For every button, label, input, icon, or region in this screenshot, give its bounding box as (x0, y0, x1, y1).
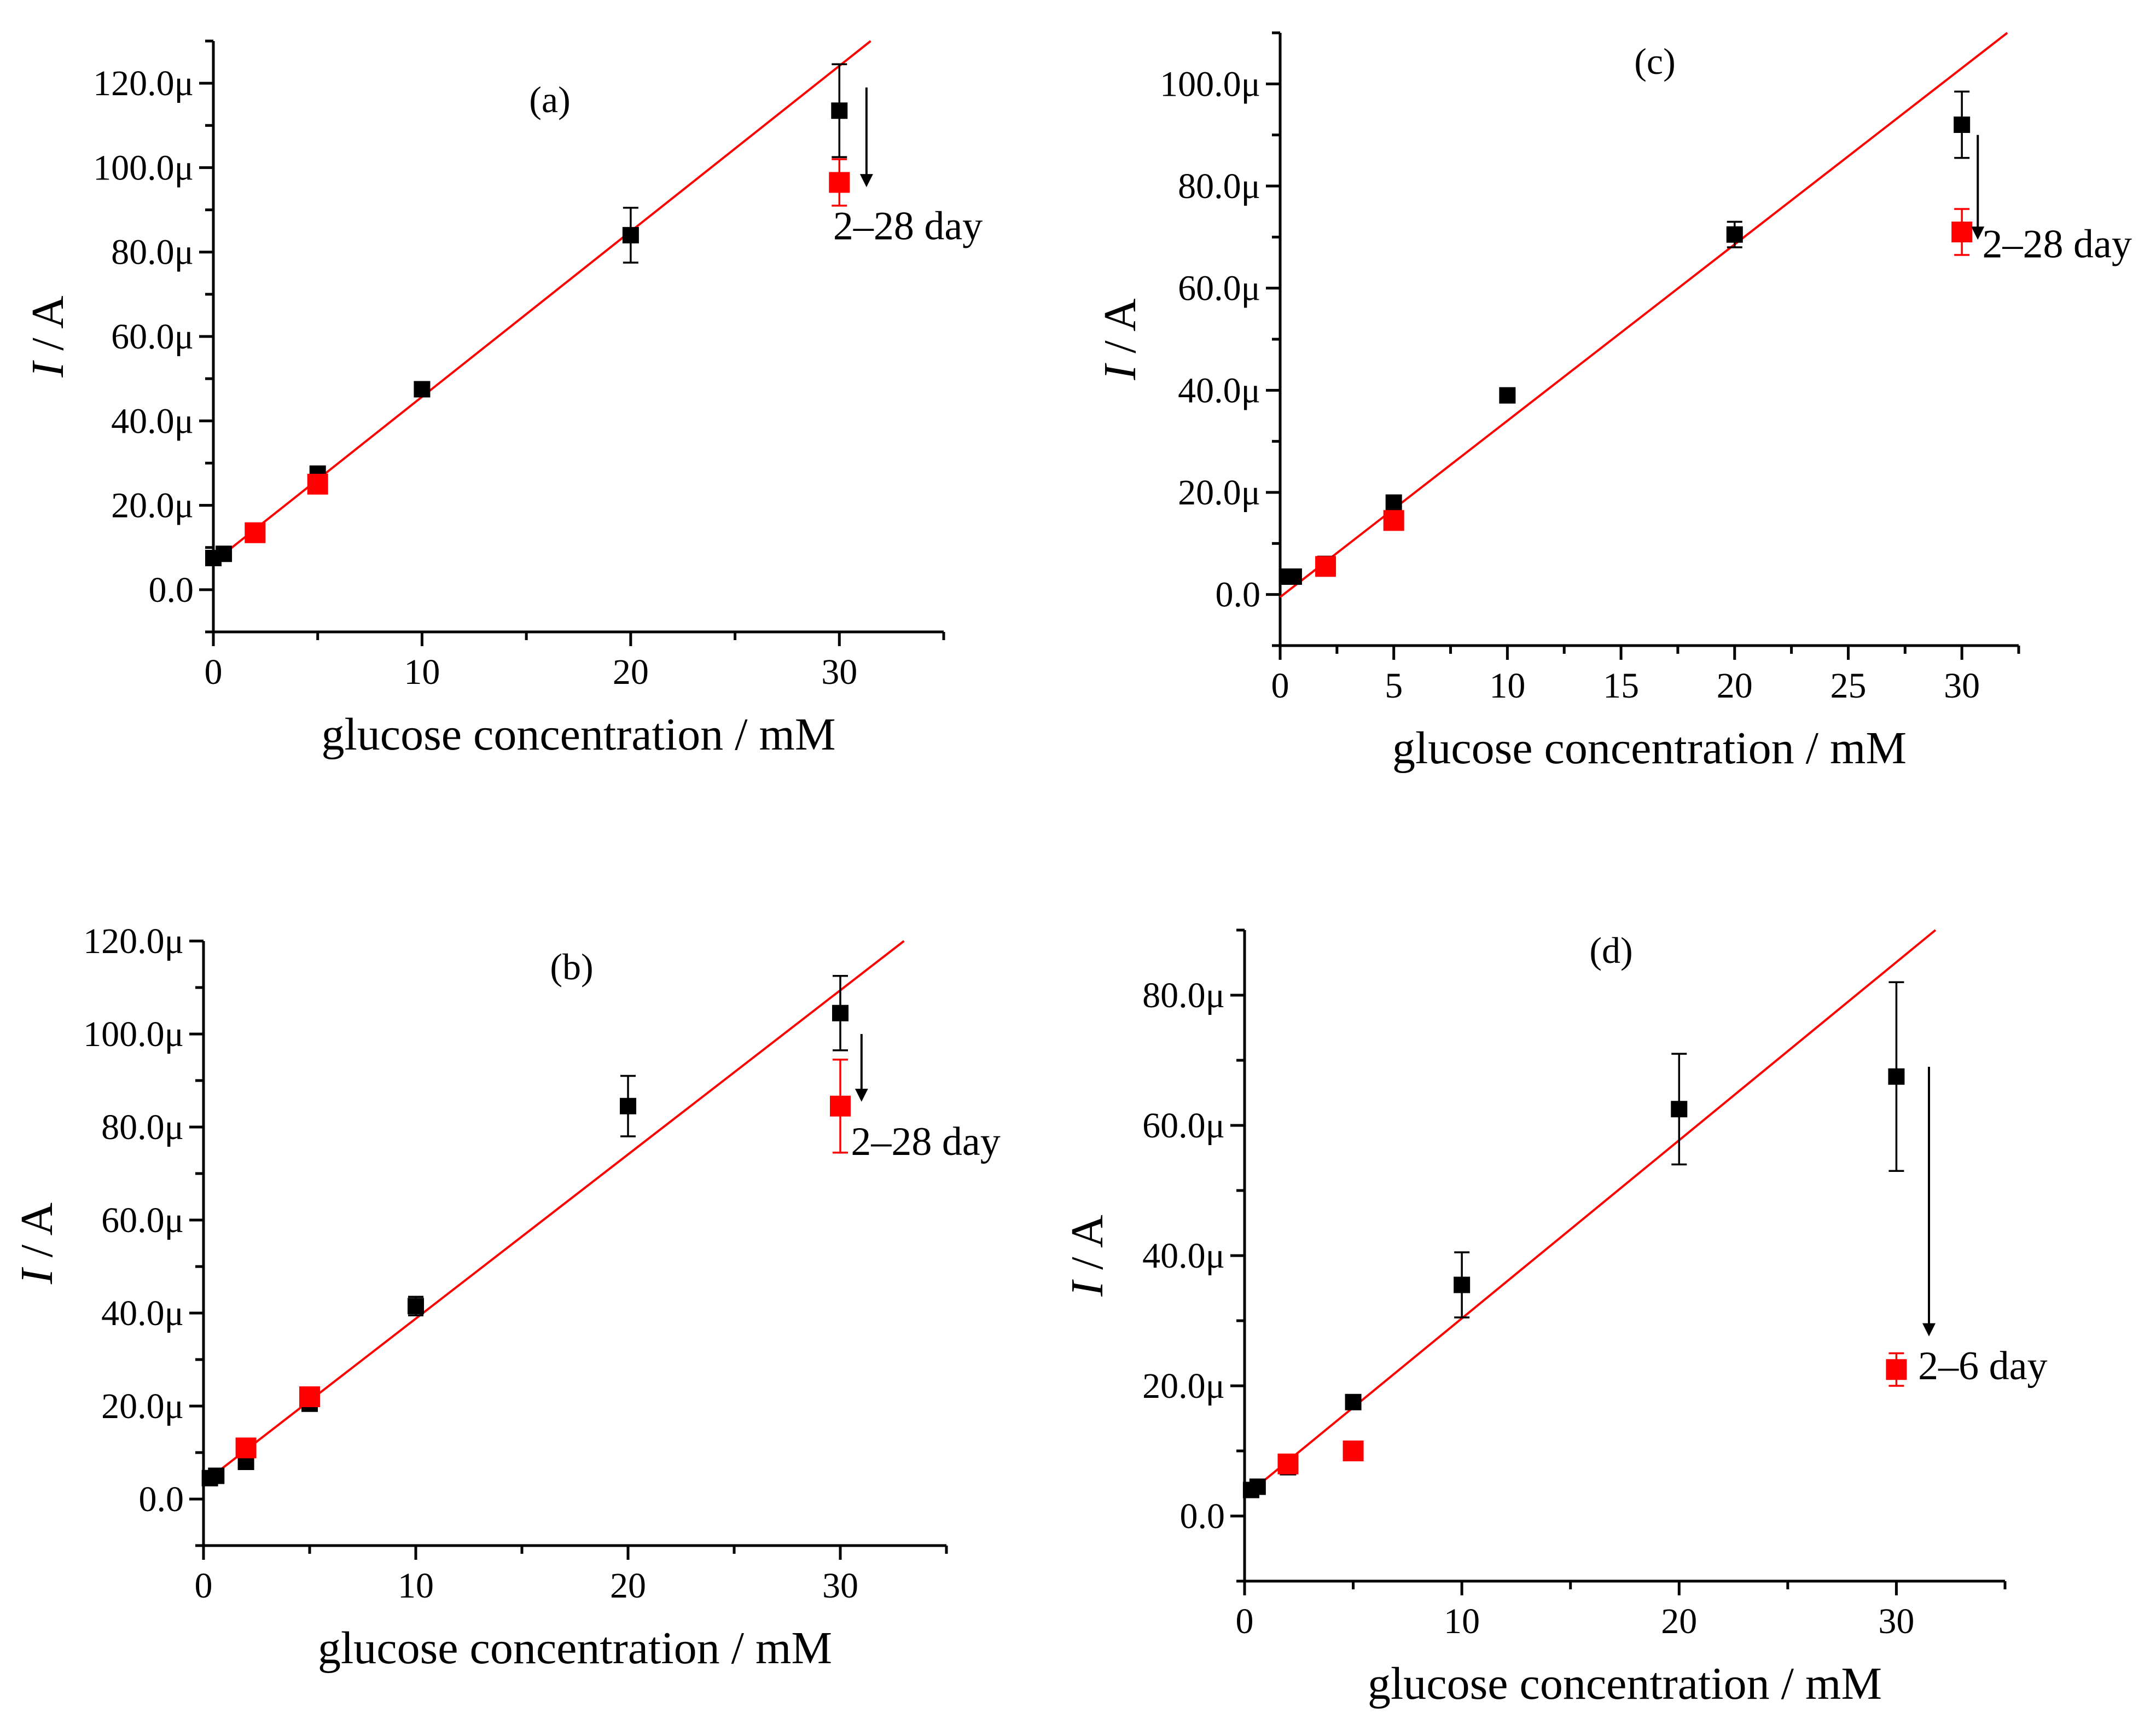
y-tick-label: 120.0μ (93, 63, 194, 103)
y-tick-label: 80.0μ (111, 233, 194, 272)
data-point-red (1315, 556, 1336, 577)
linear-fit-line (1243, 929, 1937, 1497)
data-point-black (1385, 494, 1402, 511)
data-point-black (1345, 1393, 1362, 1410)
x-tick-label: 30 (1878, 1601, 1914, 1641)
y-tick-label: 0.0 (149, 570, 194, 610)
y-tick-label: 20.0μ (1142, 1366, 1225, 1406)
y-tick-label: 40.0μ (111, 401, 194, 441)
chart-panel-d: 0 10 20 30 0.0 20.0μ 40.0μ 60.0μ 80.0μ glucose co… (1062, 928, 2048, 1709)
x-tick-label: 5 (1385, 666, 1403, 706)
y-tick-label: 60.0μ (1178, 269, 1260, 309)
data-point-black (1249, 1478, 1266, 1495)
y-tick-label: 40.0μ (101, 1293, 184, 1333)
data-point-black (414, 381, 431, 398)
data-point-black (408, 1298, 424, 1315)
data-point-red (829, 172, 850, 193)
y-axis-label: I / A (1062, 1215, 1113, 1297)
y-tick-label: 60.0μ (101, 1200, 184, 1240)
y-tick-label: 40.0μ (1178, 370, 1260, 410)
data-point-red (235, 1437, 257, 1459)
x-tick-label: 20 (1661, 1601, 1697, 1641)
data-point-red (830, 1095, 851, 1117)
data-point-black (1726, 226, 1743, 243)
chart-panel-c: 0 5 10 15 20 25 30 0.0 20.0μ 40.0μ 60.0μ 80.0μ 100.0… (1095, 31, 2132, 774)
y-tick-label: 20.0μ (1178, 473, 1260, 513)
data-point-black (1671, 1101, 1688, 1118)
panel-label: (b) (550, 946, 593, 988)
y-axis-label: I / A (22, 295, 73, 378)
y-axis-label: I / A (11, 1202, 62, 1285)
x-tick-label: 15 (1603, 666, 1639, 706)
y-tick-label: 0.0 (1180, 1496, 1225, 1536)
data-point-black (622, 227, 639, 243)
x-axis-label: glucose concentration / mM (1368, 1658, 1882, 1709)
x-tick-label: 0 (195, 1566, 213, 1606)
y-tick-label: 100.0μ (83, 1014, 184, 1054)
y-tick-label: 60.0μ (1142, 1106, 1225, 1146)
x-tick-label: 0 (1236, 1601, 1254, 1641)
panel-label: (d) (1589, 930, 1632, 971)
panel-label: (a) (529, 79, 570, 120)
x-axis-label: glucose concentration / mM (1392, 723, 1907, 774)
data-point-red (1951, 222, 1973, 242)
data-point-black (1285, 568, 1302, 585)
data-point-red (245, 522, 266, 543)
linear-fit-line (202, 940, 905, 1484)
x-tick-label: 10 (1489, 666, 1525, 706)
x-tick-label: 10 (1444, 1601, 1480, 1641)
y-tick-label: 80.0μ (101, 1107, 184, 1147)
data-point-black (832, 1004, 849, 1021)
data-point-black (1888, 1068, 1905, 1085)
data-point-black (208, 1467, 225, 1484)
x-tick-label: 10 (404, 652, 440, 692)
x-tick-label: 10 (398, 1566, 434, 1606)
data-point-black (216, 545, 233, 562)
data-point-red (1343, 1441, 1364, 1461)
y-tick-label: 60.0μ (111, 317, 194, 357)
data-point-black (1954, 117, 1971, 133)
data-point-black (831, 102, 848, 119)
chart-panel-a: 0 10 20 30 0.0 20.0μ 40.0μ 60.0μ 80.0μ 100.0μ 120.… (22, 39, 983, 760)
panel-label: (c) (1634, 40, 1675, 82)
x-tick-label: 0 (1271, 666, 1289, 706)
y-axis-label: I / A (1095, 298, 1146, 381)
x-tick-label: 30 (821, 652, 857, 692)
data-point-black (620, 1097, 636, 1114)
annotation-text: 2–28 day (851, 1119, 1000, 1164)
y-tick-label: 0.0 (139, 1479, 184, 1519)
x-tick-label: 20 (613, 652, 649, 692)
annotation-text: 2–28 day (1983, 222, 2132, 267)
annotation-text: 2–28 day (833, 204, 983, 249)
y-tick-label: 20.0μ (101, 1386, 184, 1426)
data-point-red (299, 1386, 320, 1407)
y-tick-label: 40.0μ (1142, 1236, 1225, 1276)
x-tick-label: 30 (1944, 666, 1980, 706)
y-tick-label: 80.0μ (1142, 975, 1225, 1015)
data-point-red (307, 474, 328, 495)
annotation-text: 2–6 day (1918, 1344, 2047, 1389)
y-tick-label: 20.0μ (111, 486, 194, 526)
x-tick-label: 20 (610, 1566, 646, 1606)
data-point-black (1454, 1276, 1471, 1293)
x-tick-label: 25 (1830, 666, 1866, 706)
x-axis-label: glucose concentration / mM (321, 709, 835, 760)
y-tick-label: 100.0μ (1160, 64, 1260, 104)
y-tick-label: 0.0 (1216, 575, 1261, 615)
y-tick-label: 100.0μ (93, 148, 194, 188)
chart-panel-b: 0 10 20 30 0.0 20.0μ 40.0μ 60.0μ 80.0μ 100.0μ 120.… (11, 921, 1001, 1674)
data-point-red (1277, 1453, 1299, 1474)
data-point-red (1886, 1359, 1907, 1380)
x-tick-label: 0 (205, 652, 223, 692)
y-tick-label: 80.0μ (1178, 166, 1260, 206)
x-tick-label: 30 (822, 1566, 858, 1606)
data-point-black (1499, 387, 1516, 404)
x-tick-label: 20 (1717, 666, 1753, 706)
y-tick-label: 120.0μ (83, 921, 184, 961)
x-axis-label: glucose concentration / mM (318, 1623, 832, 1674)
data-point-red (1383, 510, 1404, 531)
